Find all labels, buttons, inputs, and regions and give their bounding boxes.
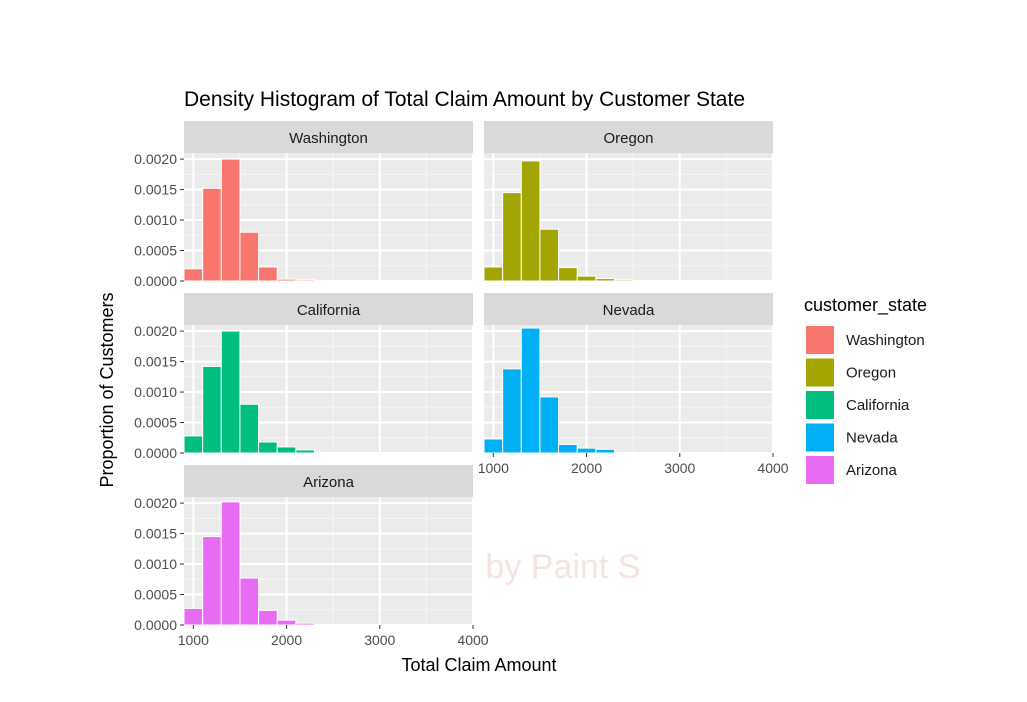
histogram-bar <box>539 396 560 454</box>
histogram-bar <box>276 278 297 282</box>
histogram-bar <box>183 435 204 454</box>
histogram-bar <box>183 608 204 626</box>
legend-label: California <box>846 397 910 414</box>
y-tick-label: 0.0020 <box>134 323 177 339</box>
legend-swatch <box>806 326 834 354</box>
facet-strip <box>184 121 473 153</box>
x-tick-label: 1000 <box>478 460 509 476</box>
legend-swatch <box>806 391 834 419</box>
histogram-bar <box>558 443 578 454</box>
x-tick-label: 2000 <box>571 460 602 476</box>
histogram-bar <box>295 449 316 454</box>
legend-swatch <box>806 423 834 452</box>
histogram-bar <box>314 451 334 454</box>
histogram-bar <box>258 609 278 626</box>
histogram-bar <box>202 365 222 454</box>
histogram-bar <box>576 275 597 282</box>
histogram-bar <box>558 267 578 282</box>
histogram-bar <box>595 278 616 282</box>
x-tick-label: 4000 <box>457 632 488 648</box>
histogram-bar <box>483 266 504 282</box>
y-tick-label: 0.0000 <box>134 273 177 289</box>
histogram-bar <box>258 441 278 454</box>
y-tick-label: 0.0000 <box>134 617 177 633</box>
chart-title: Density Histogram of Total Claim Amount … <box>184 88 745 111</box>
y-tick-label: 0.0010 <box>134 384 177 400</box>
x-tick-label: 2000 <box>271 632 302 648</box>
x-axis-label: Total Claim Amount <box>401 655 556 675</box>
histogram-bar <box>314 623 334 626</box>
facet-strip-label: Nevada <box>603 302 655 319</box>
histogram-bar <box>576 447 597 454</box>
histogram-bar <box>220 501 241 626</box>
facet-strip <box>184 465 473 497</box>
facet-strip <box>184 293 473 325</box>
y-tick-label: 0.0005 <box>134 587 177 603</box>
legend-label: Washington <box>846 332 925 349</box>
y-tick-label: 0.0010 <box>134 212 177 228</box>
facet-strip-label: Arizona <box>303 474 355 491</box>
facet-strip-label: Washington <box>289 130 368 147</box>
histogram-bar <box>220 158 241 282</box>
y-tick-label: 0.0020 <box>134 151 177 167</box>
y-tick-label: 0.0015 <box>134 182 177 198</box>
y-tick-label: 0.0015 <box>134 526 177 542</box>
histogram-bar <box>483 438 504 454</box>
facet-strip <box>484 293 773 325</box>
histogram-bar <box>614 279 634 282</box>
histogram-bar <box>202 536 222 626</box>
y-tick-label: 0.0020 <box>134 495 177 511</box>
histogram-bar <box>220 330 241 454</box>
histogram-bar <box>502 192 522 282</box>
histogram-bar <box>520 160 541 282</box>
histogram-bar <box>239 231 260 282</box>
x-tick-label: 4000 <box>757 460 788 476</box>
y-tick-label: 0.0010 <box>134 556 177 572</box>
histogram-bar <box>183 268 204 282</box>
x-tick-label: 3000 <box>664 460 695 476</box>
histogram-bar <box>276 446 297 454</box>
y-tick-label: 0.0000 <box>134 445 177 461</box>
legend-swatch <box>806 358 834 387</box>
y-tick-label: 0.0005 <box>134 243 177 259</box>
facet-strip <box>484 121 773 153</box>
legend-title: customer_state <box>804 295 927 316</box>
histogram-bar <box>239 403 260 454</box>
facet-strip-label: Oregon <box>603 130 653 147</box>
y-tick-label: 0.0015 <box>134 354 177 370</box>
histogram-bar <box>632 279 653 282</box>
histogram-bar <box>539 228 560 282</box>
x-tick-label: 1000 <box>178 632 209 648</box>
histogram-bar <box>239 577 260 626</box>
y-tick-label: 0.0005 <box>134 415 177 431</box>
histogram-bar <box>258 266 278 282</box>
histogram-bar <box>314 279 334 282</box>
x-tick-label: 3000 <box>364 632 395 648</box>
legend-label: Nevada <box>846 430 898 447</box>
histogram-bar <box>276 619 297 626</box>
legend-label: Oregon <box>846 365 896 382</box>
histogram-bar <box>502 368 522 454</box>
legend-swatch <box>806 456 834 484</box>
histogram-bar <box>295 622 316 626</box>
histogram-bar <box>202 187 222 282</box>
histogram-bar <box>295 279 316 282</box>
y-axis-label: Proportion of Customers <box>97 292 117 487</box>
legend-label: Arizona <box>846 462 898 479</box>
histogram-bar <box>595 448 616 454</box>
histogram-bar <box>520 327 541 454</box>
facet-strip-label: California <box>297 302 361 319</box>
